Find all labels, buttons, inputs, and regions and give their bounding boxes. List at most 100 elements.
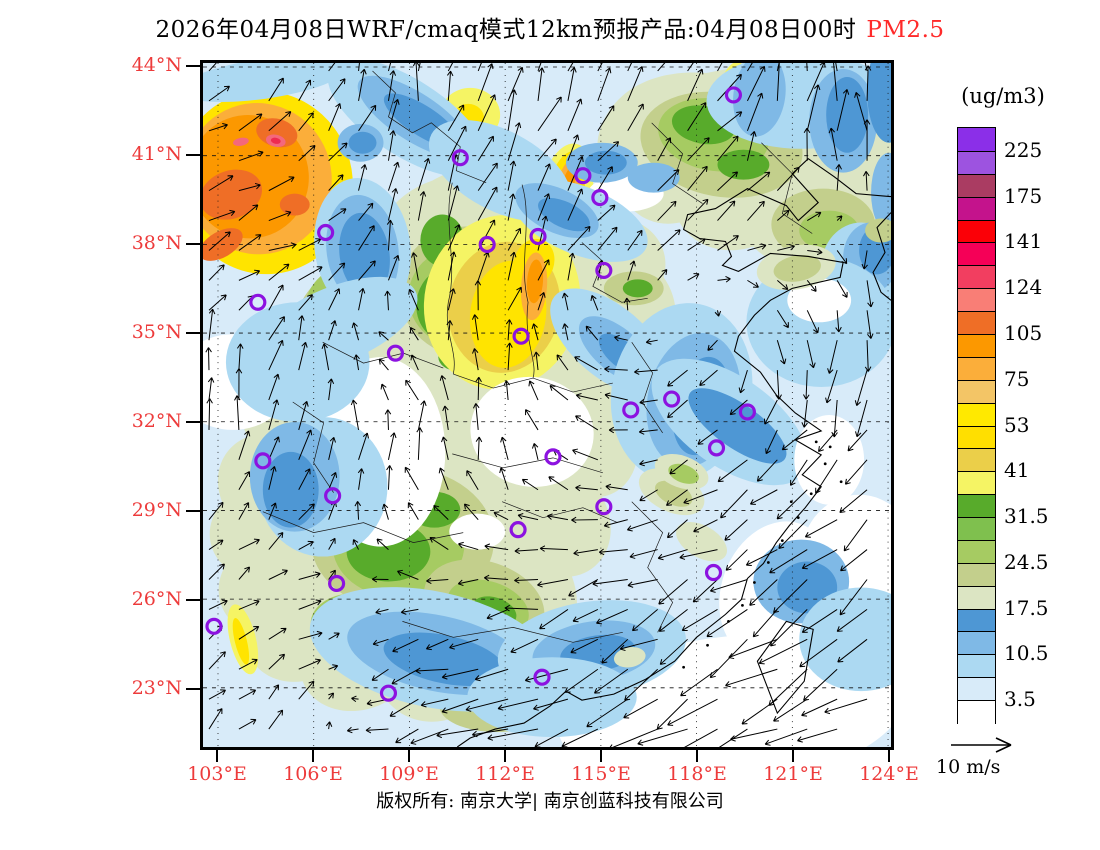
colorbar-level-label: 225 bbox=[1004, 137, 1043, 162]
island-dot bbox=[780, 539, 784, 542]
wind-vector bbox=[477, 162, 498, 191]
city-marker bbox=[379, 684, 398, 702]
wind-vector bbox=[208, 175, 234, 192]
colorbar-unit-label: (ug/m3) bbox=[961, 84, 1045, 108]
city-marker bbox=[509, 521, 527, 539]
wind-vector bbox=[409, 326, 419, 341]
wind-vector bbox=[268, 373, 280, 401]
wind-vector bbox=[507, 89, 517, 131]
wind-vector bbox=[380, 383, 389, 401]
colorbar-swatch bbox=[958, 402, 995, 427]
wind-vector bbox=[776, 166, 800, 191]
wind-vector bbox=[483, 574, 509, 582]
wind-vector bbox=[667, 399, 688, 419]
city-marker bbox=[574, 167, 592, 185]
wind-vector bbox=[752, 609, 778, 638]
wind-vector bbox=[801, 399, 808, 428]
wind-vector bbox=[657, 137, 672, 161]
colorbar-swatch bbox=[958, 608, 995, 633]
wind-vector bbox=[669, 459, 688, 475]
colorbar-swatch bbox=[958, 242, 995, 267]
city-marker bbox=[317, 223, 335, 242]
wind-vector bbox=[687, 238, 706, 251]
wind-vector bbox=[843, 519, 868, 552]
wind-vector bbox=[429, 537, 449, 550]
wind-vector bbox=[497, 698, 539, 711]
province-border bbox=[761, 142, 813, 234]
wind-vector bbox=[729, 399, 748, 416]
wind-vector bbox=[741, 698, 778, 725]
wind-vector bbox=[683, 489, 718, 505]
wind-vector bbox=[724, 519, 748, 541]
wind-vector bbox=[597, 226, 618, 251]
wind-vector bbox=[206, 398, 213, 430]
wind-vector bbox=[667, 369, 688, 387]
province-border bbox=[446, 182, 455, 375]
wind-vector bbox=[358, 287, 366, 311]
wind-vector bbox=[268, 263, 290, 281]
province-border bbox=[372, 70, 487, 183]
wind-vector bbox=[657, 269, 668, 281]
lat-label: 38°N bbox=[131, 231, 182, 254]
forecast-map-canvas bbox=[203, 63, 891, 747]
colorbar-level-label: 175 bbox=[1004, 183, 1043, 208]
wind-vector bbox=[574, 356, 599, 371]
city-marker bbox=[254, 452, 272, 470]
colorbar-level-label: 10.5 bbox=[1004, 641, 1049, 666]
wind-vector bbox=[665, 489, 688, 506]
colorbar-swatch bbox=[958, 265, 995, 290]
wind-vector bbox=[639, 459, 658, 467]
city-marker bbox=[663, 390, 681, 408]
wind-vector bbox=[776, 340, 787, 365]
wind-vector bbox=[597, 63, 603, 72]
wind-vector bbox=[836, 250, 848, 265]
wind-vector bbox=[806, 280, 817, 292]
wind-vector bbox=[680, 668, 718, 697]
wind-vector bbox=[506, 342, 513, 371]
wind-vector bbox=[327, 378, 335, 401]
wind-vector bbox=[387, 432, 397, 460]
wind-vector bbox=[238, 150, 264, 162]
colorbar-level-label: 24.5 bbox=[1004, 549, 1049, 574]
wind-vector bbox=[537, 138, 557, 162]
colorbar-swatch bbox=[958, 517, 995, 541]
wind-vector bbox=[836, 280, 848, 298]
wind-vector bbox=[321, 343, 330, 371]
wind-vector bbox=[208, 231, 231, 251]
wind-vector bbox=[603, 519, 628, 528]
wind-vector bbox=[839, 579, 868, 616]
wind-vector bbox=[707, 339, 718, 351]
wind-vector bbox=[365, 726, 389, 734]
wind-vector bbox=[539, 608, 569, 630]
wind-vector bbox=[747, 279, 759, 288]
pm25-field-blob bbox=[470, 376, 594, 487]
wind-vector bbox=[238, 538, 260, 551]
wind-vector bbox=[208, 308, 216, 341]
pm25-field-blob bbox=[348, 131, 377, 154]
wind-vector bbox=[561, 728, 599, 747]
wind-vector bbox=[298, 599, 322, 610]
copyright-text: 版权所有: 南京大学| 南京创蓝科技有限公司 bbox=[376, 791, 724, 812]
wind-vector bbox=[746, 63, 753, 72]
wind-vector bbox=[836, 215, 843, 222]
wind-vector bbox=[208, 294, 227, 311]
wind-vector bbox=[594, 668, 629, 694]
wind-vector bbox=[570, 638, 599, 654]
wind-vector bbox=[627, 66, 644, 102]
pm25-field-blob bbox=[270, 137, 281, 144]
island-dot bbox=[823, 462, 827, 466]
wind-vector bbox=[604, 392, 628, 401]
wind-vector bbox=[407, 502, 419, 520]
wind-vector bbox=[208, 689, 226, 700]
wind-vector bbox=[387, 254, 400, 281]
island-dot bbox=[741, 604, 744, 607]
wind-vector bbox=[205, 347, 212, 371]
wind-vector bbox=[238, 502, 250, 520]
wind-vector bbox=[268, 466, 277, 490]
wind-vector bbox=[537, 193, 551, 221]
wind-vector bbox=[298, 294, 313, 311]
pm25-field-blob bbox=[526, 259, 544, 304]
wind-vector bbox=[799, 638, 838, 668]
wind-vector bbox=[268, 502, 277, 520]
wind-vector bbox=[537, 292, 546, 311]
